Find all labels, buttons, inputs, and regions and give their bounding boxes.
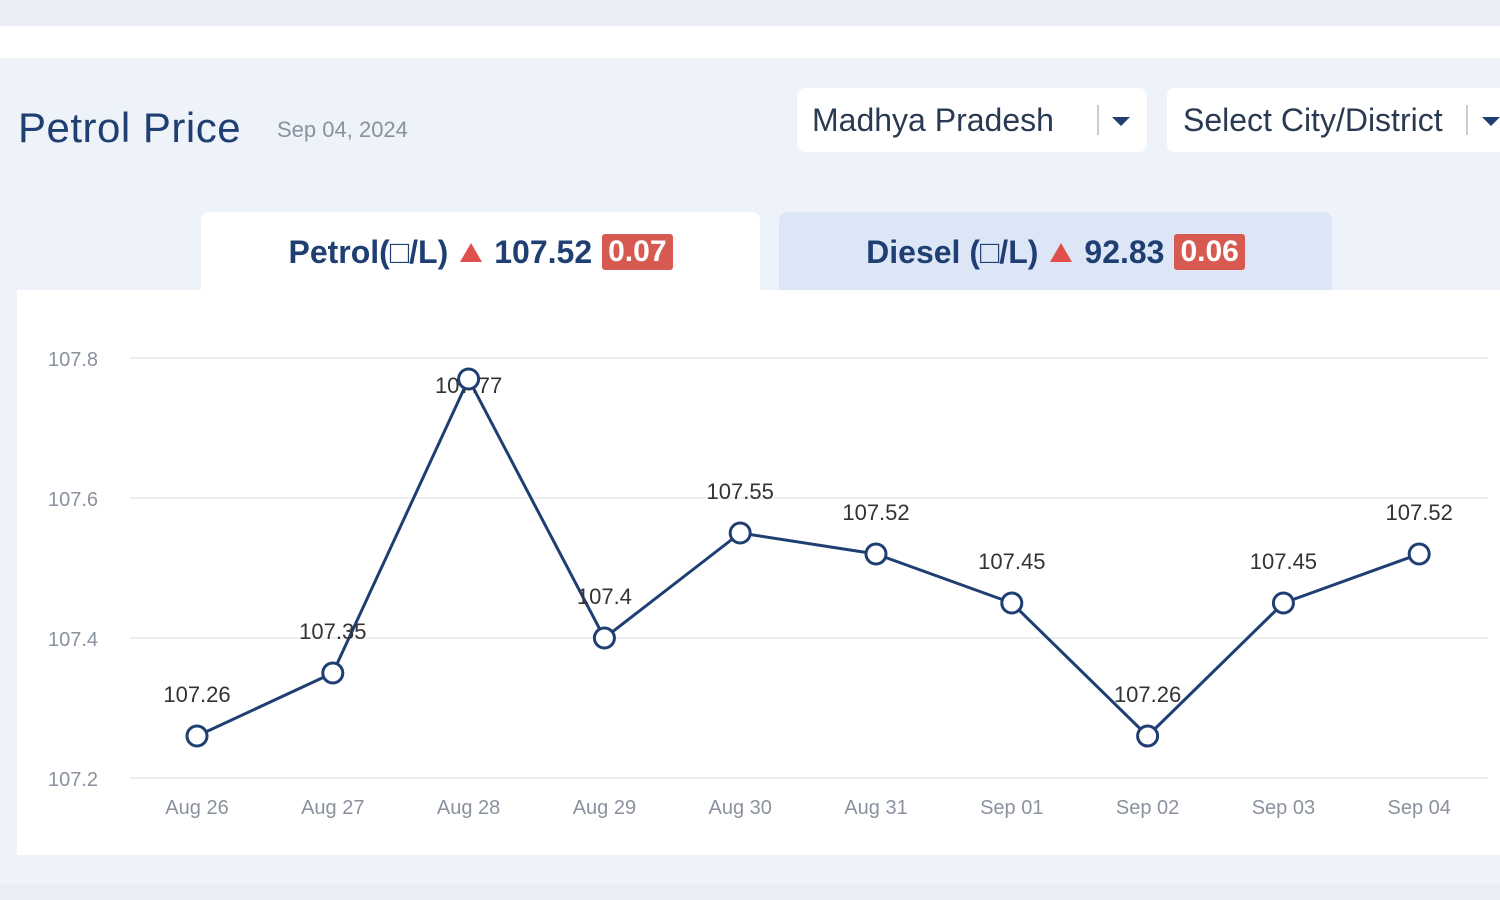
data-label: 107.26 (163, 682, 230, 707)
data-point[interactable] (1000, 591, 1024, 615)
data-labels: 107.26107.35107.77107.4107.55107.52107.4… (163, 373, 1452, 707)
change-badge: 0.06 (1174, 234, 1245, 270)
change-badge: 0.07 (602, 234, 673, 270)
x-tick-label: Sep 01 (980, 797, 1043, 819)
x-tick-label: Aug 26 (165, 797, 228, 819)
top-strip (0, 0, 1500, 26)
x-tick-label: Aug 28 (437, 797, 500, 819)
grid-layer (130, 357, 1488, 779)
x-tick-label: Sep 03 (1252, 797, 1315, 819)
x-tick-label: Aug 31 (844, 797, 907, 819)
y-axis-ticks: 107.2 107.4 107.6 107.8 (48, 349, 98, 791)
data-label: 107.52 (842, 500, 909, 525)
state-select-value: Madhya Pradesh (812, 102, 1054, 138)
x-tick-label: Aug 27 (301, 797, 364, 819)
chevron-down-icon[interactable] (1112, 117, 1130, 126)
state-select[interactable]: Madhya Pradesh (797, 88, 1147, 152)
tab-price: 107.52 (494, 233, 593, 270)
x-tick-label: Aug 29 (573, 797, 636, 819)
tab-label: Diesel (□/L) (866, 233, 1039, 270)
data-point[interactable] (457, 367, 481, 391)
x-tick-label: Sep 04 (1388, 797, 1451, 819)
data-point[interactable] (1407, 542, 1431, 566)
data-point[interactable] (185, 724, 209, 748)
city-select[interactable]: Select City/District (1167, 88, 1500, 152)
data-point[interactable] (321, 661, 345, 685)
data-point[interactable] (592, 626, 616, 650)
data-label: 107.26 (1114, 682, 1181, 707)
y-tick-label: 107.8 (48, 349, 98, 371)
bottom-strip (0, 884, 1500, 900)
data-label: 107.45 (978, 549, 1045, 574)
data-label: 107.45 (1250, 549, 1317, 574)
y-tick-label: 107.4 (48, 629, 98, 651)
x-tick-label: Sep 02 (1116, 797, 1179, 819)
page-title: Petrol Price (18, 104, 242, 151)
series-line-petrol (196, 377, 1420, 738)
chart-card (17, 290, 1500, 855)
triangle-up-icon (1050, 242, 1073, 262)
select-separator (1466, 105, 1468, 135)
data-point[interactable] (864, 542, 888, 566)
x-axis-ticks: Aug 26 Aug 27 Aug 28 Aug 29 Aug 30 Aug 31 Sep … (165, 797, 1451, 819)
tab-petrol[interactable]: Petrol(□/L) 107.52 0.07 (201, 212, 760, 292)
data-point[interactable] (728, 521, 752, 545)
header-band (0, 26, 1500, 58)
data-label: 107.4 (577, 584, 632, 609)
y-tick-label: 107.2 (48, 769, 98, 791)
tab-label: Petrol(□/L) (288, 233, 449, 270)
tab-price: 92.83 (1084, 233, 1165, 270)
page-date: Sep 04, 2024 (277, 117, 408, 142)
chevron-down-icon[interactable] (1482, 117, 1500, 126)
city-select-placeholder: Select City/District (1183, 102, 1443, 138)
data-label: 107.52 (1386, 500, 1453, 525)
data-label: 107.35 (299, 619, 366, 644)
y-tick-label: 107.6 (48, 489, 98, 511)
data-label: 107.55 (707, 479, 774, 504)
x-tick-label: Aug 30 (709, 797, 772, 819)
data-points (185, 367, 1431, 748)
triangle-up-icon (460, 242, 483, 262)
tab-diesel[interactable]: Diesel (□/L) 92.83 0.06 (779, 212, 1332, 292)
data-point[interactable] (1271, 591, 1295, 615)
data-point[interactable] (1136, 724, 1160, 748)
select-separator (1097, 105, 1099, 135)
